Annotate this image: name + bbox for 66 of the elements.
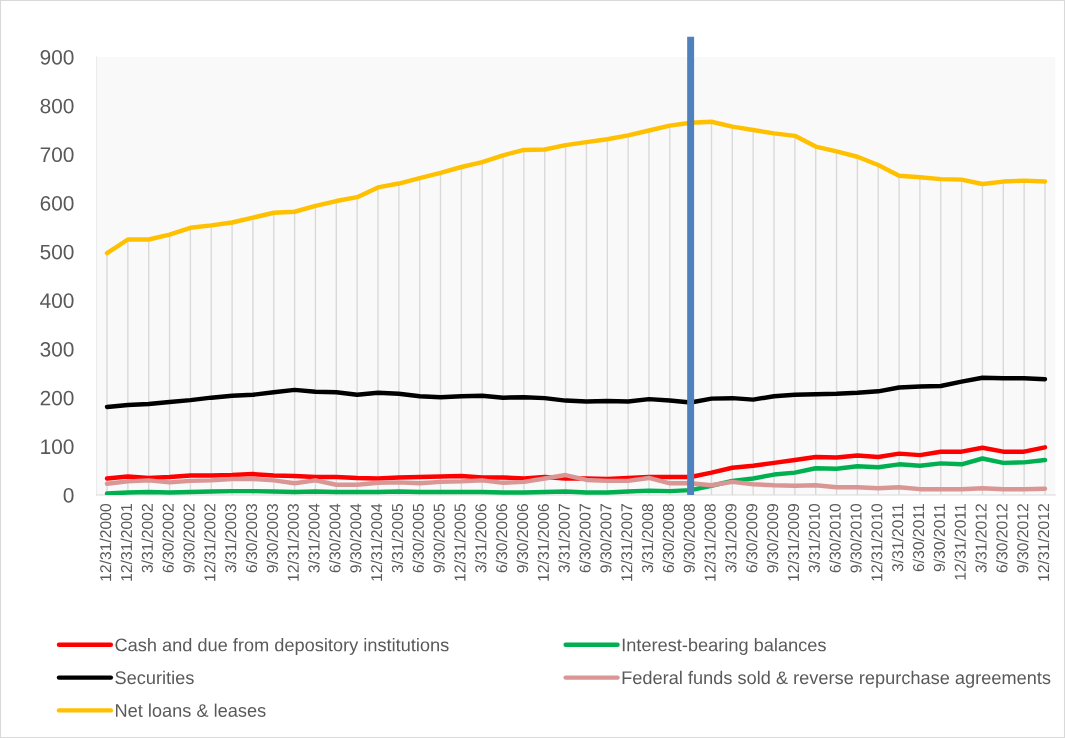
x-tick-label: 6/30/2009 (745, 504, 758, 573)
x-tick-label: 6/30/2008 (662, 504, 675, 573)
x-tick-label: 12/31/2004 (370, 503, 383, 581)
x-tick-label: 3/31/2010 (808, 503, 820, 573)
x-tick-label: 3/31/2004 (308, 503, 320, 573)
x-tick-label: 3/31/2012 (975, 504, 987, 573)
x-tick-label: 6/30/2004 (328, 503, 341, 573)
line-series (104, 456, 1048, 495)
x-tick-label: 6/30/2005 (412, 503, 424, 573)
legend-label: Securities (115, 670, 194, 685)
x-tick-label: 12/31/2011 (954, 504, 966, 580)
x-tick-label: 3/31/2006 (474, 504, 487, 573)
x-tick-label: 9/30/2010 (850, 503, 862, 573)
x-tick-label: 6/30/2011 (912, 504, 925, 572)
y-tick-label: 300 (40, 342, 74, 357)
x-tick-label: 9/30/2002 (183, 504, 195, 573)
x-tick-label: 12/31/2001 (120, 504, 133, 581)
y-tick-label: 100 (41, 439, 74, 455)
x-tick-label: 3/31/2009 (725, 504, 737, 573)
x-tick-label: 9/30/2008 (683, 504, 695, 573)
x-tick-label: 3/31/2011 (891, 504, 904, 572)
x-tick-label: 6/30/2007 (579, 504, 591, 573)
x-tick-label: 9/30/2012 (1016, 504, 1029, 573)
x-tick-label: 6/30/2002 (162, 504, 174, 573)
x-tick-label: 9/30/2005 (433, 503, 445, 573)
x-tick-label: 9/30/2004 (349, 503, 362, 573)
x-tick-label: 6/30/2012 (995, 504, 1008, 573)
x-tick-label: 6/30/2010 (829, 503, 841, 573)
y-tick-label: 200 (40, 390, 74, 406)
x-tick-label: 12/31/2007 (620, 504, 633, 581)
x-tick-label: 3/31/2002 (141, 504, 153, 573)
x-tick-label: 3/31/2003 (224, 504, 237, 573)
y-tick-label: 400 (40, 293, 74, 309)
x-tick-label: 12/31/2010 (870, 503, 883, 581)
x-tick-label: 9/30/2011 (933, 504, 945, 572)
x-tick-label: 9/30/2003 (266, 504, 278, 573)
y-tick-label: 0 (63, 488, 74, 503)
line-series (104, 375, 1048, 410)
y-tick-label: 500 (40, 244, 74, 260)
x-tick-label: 12/31/2012 (1037, 504, 1050, 581)
legend-label: Cash and due from depository institutions (115, 638, 449, 655)
legend-label: Net loans & leases (115, 703, 266, 717)
x-tick-label: 12/31/2002 (203, 504, 216, 581)
y-tick-label: 900 (40, 50, 74, 65)
legend-label: Interest-bearing balances (622, 638, 826, 655)
line-series (104, 445, 1048, 482)
y-tick-label: 700 (40, 147, 74, 163)
x-tick-label: 9/30/2006 (516, 504, 529, 573)
x-tick-label: 9/30/2009 (766, 504, 779, 573)
y-tick-label: 800 (40, 98, 74, 114)
x-tick-label: 12/31/2003 (287, 504, 299, 581)
x-tick-label: 3/31/2008 (641, 504, 654, 573)
x-tick-label: 9/30/2007 (599, 504, 612, 573)
x-tick-label: 12/31/2005 (454, 503, 466, 581)
line-series (104, 472, 1048, 492)
x-tick-label: 3/31/2005 (391, 503, 404, 573)
x-tick-label: 12/31/2000 (99, 503, 112, 581)
x-tick-label: 12/31/2009 (787, 504, 800, 581)
line-series (104, 119, 1048, 256)
x-tick-label: 3/31/2007 (558, 504, 570, 573)
x-tick-label: 12/31/2008 (704, 504, 716, 581)
x-tick-label: 6/30/2003 (245, 504, 258, 573)
x-tick-label: 6/30/2006 (495, 504, 508, 573)
x-tick-label: 12/31/2006 (537, 504, 549, 581)
legend-label: Federal funds sold & reverse repurchase agreements (622, 670, 1051, 688)
y-tick-label: 600 (40, 196, 74, 211)
